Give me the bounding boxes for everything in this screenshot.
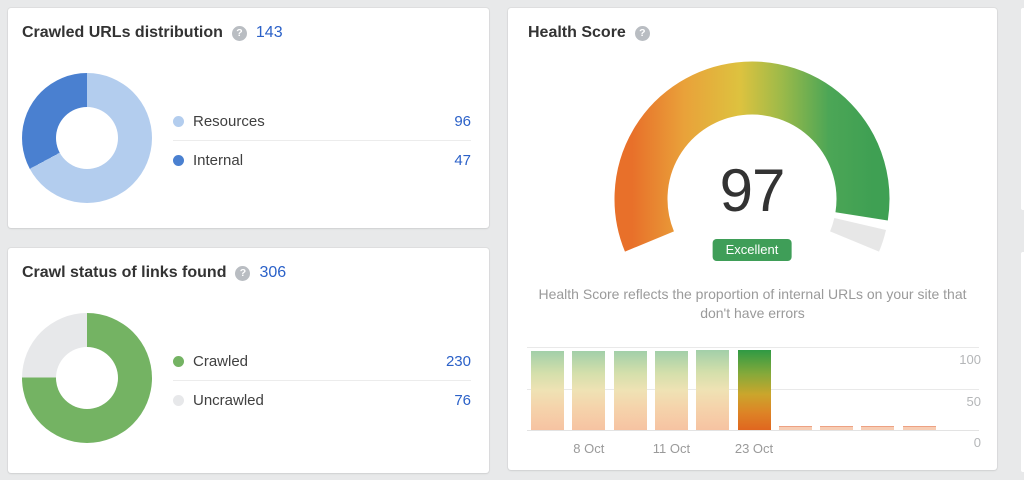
history-bar[interactable] <box>778 426 812 430</box>
help-icon[interactable]: ? <box>634 25 650 41</box>
crawled-urls-card: Crawled URLs distribution ? 143 Resource… <box>8 8 489 228</box>
legend-value-link[interactable]: 230 <box>445 352 471 370</box>
health-score-description: Health Score reflects the proportion of … <box>538 286 967 321</box>
legend-value-link[interactable]: 96 <box>454 112 471 130</box>
y-axis-tick-label: 100 <box>959 352 981 367</box>
x-axis-tick-label: 11 Oct <box>652 441 691 456</box>
donut-hole <box>56 347 118 409</box>
card-header: Crawl status of links found ? 306 <box>22 264 286 282</box>
history-bar[interactable] <box>820 426 854 430</box>
history-bar[interactable] <box>613 351 647 430</box>
history-bar[interactable] <box>737 349 771 430</box>
help-icon[interactable]: ? <box>231 25 247 41</box>
x-axis-tick-label: 23 Oct <box>734 441 774 456</box>
legend-label: Uncrawled <box>193 391 264 409</box>
health-score-card: Health Score ? 97 Exc <box>508 8 997 470</box>
history-bar[interactable] <box>902 426 936 430</box>
crawled-urls-total-link[interactable]: 143 <box>255 24 283 41</box>
crawl-status-total-link[interactable]: 306 <box>259 264 287 281</box>
history-bar[interactable] <box>654 351 688 430</box>
crawl-status-title: Crawl status of links found <box>22 264 227 281</box>
health-score-gauge: 97 Excellent <box>612 60 892 272</box>
legend-label: Resources <box>193 112 265 130</box>
card-header: Health Score ? <box>528 24 650 42</box>
history-bar[interactable] <box>861 426 895 430</box>
crawled-urls-donut-chart[interactable] <box>22 73 152 203</box>
gauge-arc-svg <box>614 61 890 252</box>
health-score-value: 97 <box>719 157 786 224</box>
x-axis-tick-label: 8 Oct <box>573 441 605 456</box>
history-bar[interactable] <box>572 351 606 430</box>
y-axis-tick-label: 50 <box>966 394 981 409</box>
adjacent-card-edge-bottom <box>1021 252 1024 472</box>
health-score-title: Health Score <box>528 24 626 41</box>
history-bar[interactable] <box>531 351 564 430</box>
history-bar[interactable] <box>696 349 730 430</box>
legend-item: Uncrawled 76 <box>173 380 471 419</box>
legend-value-link[interactable]: 47 <box>454 151 471 169</box>
legend-color-dot <box>173 115 184 127</box>
y-axis-tick-label: 0 <box>973 435 981 450</box>
crawl-status-card: Crawl status of links found ? 306 Crawle… <box>8 248 489 473</box>
legend-item: Internal 47 <box>173 140 471 179</box>
gauge-remainder-arc <box>829 217 886 252</box>
health-score-history-chart[interactable]: 100 50 0 8 Oct 11 Oct 23 Oct <box>527 347 981 456</box>
legend-color-dot <box>173 394 184 406</box>
crawl-status-legend: Crawled 230 Uncrawled 76 <box>173 342 471 419</box>
legend-label: Crawled <box>193 352 249 370</box>
gridline-0 <box>527 430 979 431</box>
donut-hole <box>56 107 118 169</box>
gridline-100 <box>527 347 979 348</box>
legend-color-dot <box>173 154 184 166</box>
legend-item: Crawled 230 <box>173 342 471 380</box>
legend-item: Resources 96 <box>173 102 471 140</box>
adjacent-card-edge-top <box>1021 8 1024 210</box>
card-header: Crawled URLs distribution ? 143 <box>22 24 283 42</box>
health-score-badge: Excellent <box>712 239 792 261</box>
crawled-urls-title: Crawled URLs distribution <box>22 24 223 41</box>
crawled-urls-legend: Resources 96 Internal 47 <box>173 102 471 179</box>
legend-color-dot <box>173 355 184 367</box>
crawl-status-donut-chart[interactable] <box>22 313 152 443</box>
legend-label: Internal <box>193 151 244 169</box>
legend-value-link[interactable]: 76 <box>454 391 471 409</box>
help-icon[interactable]: ? <box>235 265 251 281</box>
gauge-score-arc <box>614 61 890 252</box>
